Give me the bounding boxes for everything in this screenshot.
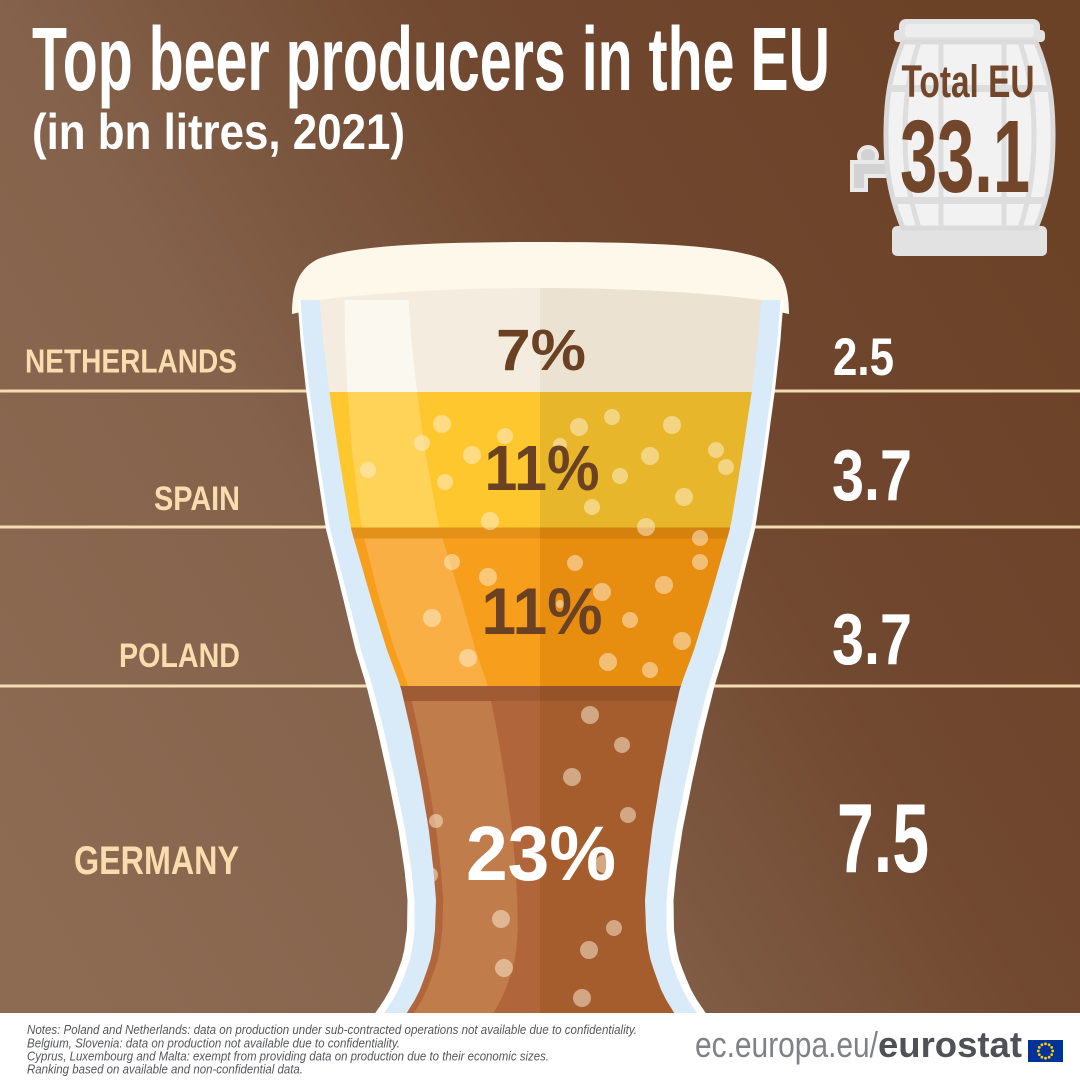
svg-text:Cyprus, Luxembourg and Malta:: Cyprus, Luxembourg and Malta: exempt fro… xyxy=(27,1050,549,1064)
svg-text:11%: 11% xyxy=(485,432,600,504)
svg-text:7.5: 7.5 xyxy=(837,783,929,893)
svg-text:Notes: Poland and Netherlands:: Notes: Poland and Netherlands: data on p… xyxy=(27,1023,637,1037)
svg-text:NETHERLANDS: NETHERLANDS xyxy=(25,343,237,380)
svg-text:(in bn litres, 2021): (in bn litres, 2021) xyxy=(32,104,405,160)
svg-text:POLAND: POLAND xyxy=(119,637,240,675)
svg-text:Belgium, Slovenia: data on pro: Belgium, Slovenia: data on production no… xyxy=(27,1037,400,1051)
svg-text:Total EU: Total EU xyxy=(902,56,1035,107)
svg-text:2.5: 2.5 xyxy=(833,328,894,387)
svg-text:33.1: 33.1 xyxy=(900,99,1030,214)
svg-text:23%: 23% xyxy=(466,811,616,897)
svg-text:Top beer producers in the EU: Top beer producers in the EU xyxy=(32,10,830,110)
svg-text:7%: 7% xyxy=(496,318,586,383)
svg-text:11%: 11% xyxy=(482,574,603,648)
svg-text:Ranking based on available and: Ranking based on available and non-confi… xyxy=(27,1063,303,1077)
svg-text:GERMANY: GERMANY xyxy=(74,839,239,883)
svg-text:3.7: 3.7 xyxy=(832,600,912,680)
svg-text:ec.europa.eu/: ec.europa.eu/ xyxy=(695,1024,878,1065)
svg-text:3.7: 3.7 xyxy=(832,436,912,516)
svg-text:eurostat: eurostat xyxy=(878,1024,1022,1065)
svg-text:SPAIN: SPAIN xyxy=(154,480,240,518)
